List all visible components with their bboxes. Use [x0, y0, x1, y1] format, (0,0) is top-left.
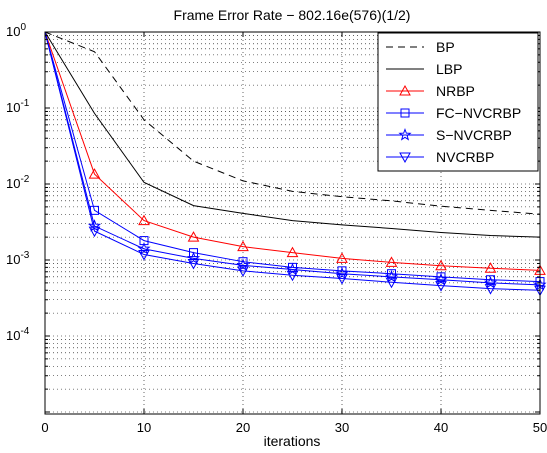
x-tick-label: 50 [533, 420, 547, 435]
y-tick-label: 10-4 [6, 326, 30, 343]
data-point [187, 231, 200, 242]
data-point [435, 259, 447, 271]
data-point [385, 277, 398, 289]
x-tick-label: 0 [41, 420, 48, 435]
y-tick-label: 100 [6, 22, 26, 39]
series-line [44, 31, 541, 283]
data-point [138, 214, 150, 226]
data-point [286, 270, 299, 282]
data-point [384, 269, 399, 283]
legend-label: FC−NVCRBP [436, 105, 521, 121]
series-4 [44, 31, 547, 291]
y-tick-label: 10-1 [6, 98, 30, 115]
x-tick-label: 30 [335, 420, 349, 435]
chart-title: Frame Error Rate − 802.16e(576)(1/2) [174, 7, 411, 23]
x-axis-label: iterations [264, 433, 321, 449]
x-tick-label: 20 [236, 420, 250, 435]
y-tick-label: 10-2 [6, 174, 30, 191]
data-point [435, 281, 447, 292]
series-5 [44, 31, 546, 297]
data-point [237, 266, 249, 277]
data-point [399, 152, 411, 164]
data-point [486, 275, 495, 285]
series-3 [44, 31, 545, 287]
legend-label: S−NVCRBP [436, 127, 512, 143]
data-point [186, 251, 201, 265]
legend-label: NVCRBP [436, 149, 494, 165]
data-point [336, 274, 348, 285]
series-line [44, 31, 541, 291]
data-point [484, 284, 497, 295]
data-point [484, 262, 497, 273]
data-point [187, 258, 200, 270]
data-point [285, 262, 300, 276]
data-point [385, 256, 398, 267]
data-point [236, 258, 250, 271]
series-2 [44, 31, 546, 275]
data-point [398, 128, 412, 141]
legend-label: NRBP [436, 83, 475, 99]
series-1 [44, 31, 541, 238]
x-tick-label: 10 [137, 420, 151, 435]
data-point [286, 246, 299, 258]
series-line [44, 31, 541, 271]
data-point [137, 241, 151, 255]
data-point [237, 240, 249, 252]
y-tick-label: 10-3 [6, 250, 30, 267]
plot-area [44, 31, 541, 415]
series-layer [44, 31, 547, 297]
data-point [400, 108, 410, 118]
data-point [88, 168, 101, 179]
data-point [87, 219, 102, 232]
legend-label: LBP [436, 61, 462, 77]
data-point [189, 248, 198, 258]
data-point [88, 226, 101, 238]
legend: BP LBP NRBP FC−NVCRBP S−NVCRBP NVCRBP [377, 32, 539, 172]
legend-label: BP [436, 39, 455, 55]
axis-ticks: 0 10 20 30 40 50 100 10-1 10-2 10-3 10-4 [6, 22, 547, 435]
data-point [138, 250, 150, 261]
data-point [387, 269, 396, 279]
data-point [399, 84, 411, 96]
series-line [44, 31, 541, 215]
data-point [483, 275, 498, 289]
x-tick-label: 40 [434, 420, 448, 435]
series-0 [44, 31, 541, 215]
data-point [335, 266, 349, 280]
data-point [336, 252, 348, 263]
series-line [44, 31, 541, 286]
legend-box [377, 32, 539, 172]
series-line [44, 31, 541, 238]
